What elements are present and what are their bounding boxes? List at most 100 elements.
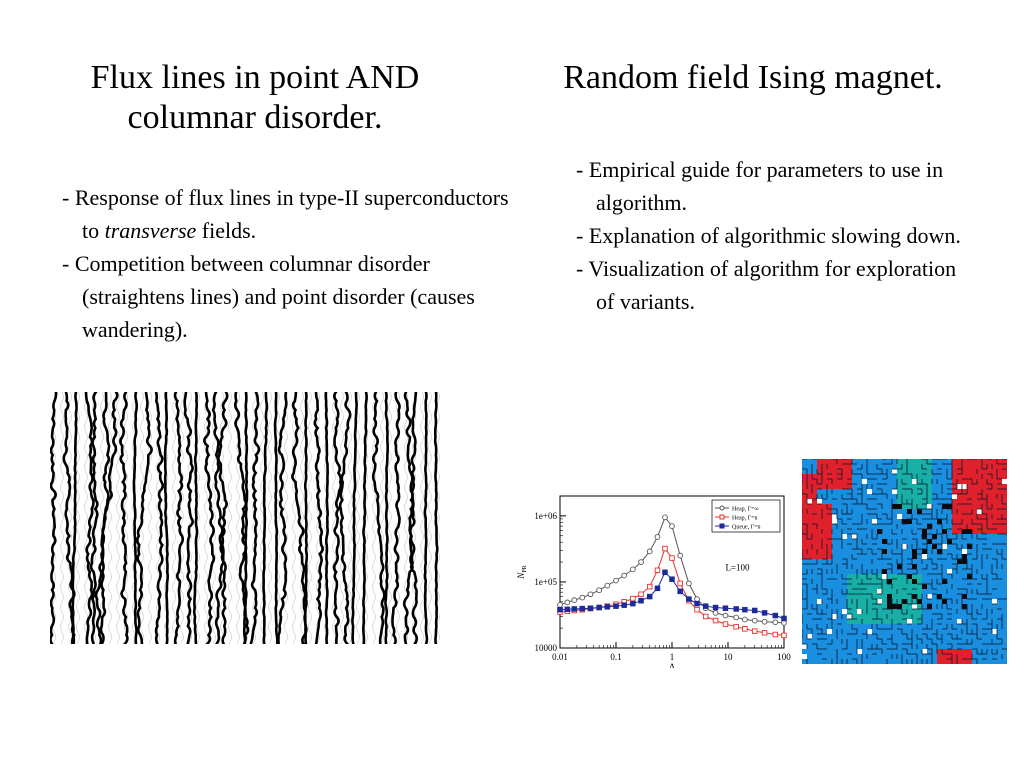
data-point [761, 610, 768, 616]
legend-marker [719, 505, 725, 511]
data-point [571, 597, 578, 604]
legend-label: Heap, Γ=∞ [732, 507, 759, 513]
y-tick-label: 1e+06 [534, 511, 557, 521]
data-point [557, 602, 563, 608]
data-point [751, 628, 758, 634]
x-axis-label: Δ [669, 662, 675, 668]
series-3 [557, 569, 787, 622]
flux-line [242, 392, 249, 644]
data-point [712, 617, 719, 624]
ising-cells [802, 459, 1007, 664]
data-point [694, 600, 700, 607]
data-point [646, 548, 653, 555]
data-point [654, 534, 661, 540]
data-point [646, 593, 653, 600]
x-tick-label: 10 [724, 652, 734, 662]
data-point [686, 596, 692, 602]
flux-line [119, 392, 129, 644]
flux-line [211, 392, 227, 644]
flux-line [50, 392, 58, 644]
data-point [596, 587, 602, 594]
left-bullet-2: - Competition between columnar disorder … [62, 251, 475, 342]
data-point [742, 626, 748, 632]
flux-lines-figure [50, 392, 445, 644]
y-tick-label: 1e+05 [534, 577, 557, 587]
flux-line [291, 392, 308, 644]
flux-line [233, 392, 250, 644]
data-point [638, 597, 644, 604]
ising-magnet-figure [802, 459, 1007, 664]
data-point [772, 631, 779, 638]
data-point [702, 603, 709, 609]
flux-line [214, 392, 229, 644]
right-title: Random field Ising magnet. [563, 59, 943, 96]
left-title-line2: columnar disorder. [127, 99, 383, 136]
data-point [638, 559, 644, 565]
data-point [751, 607, 758, 614]
data-point [621, 572, 628, 579]
data-point [630, 600, 636, 607]
data-point [630, 566, 636, 573]
left-bullet-1: - Response of flux lines in type-II supe… [62, 185, 509, 243]
ising-grid-lines [802, 459, 1007, 664]
data-point [772, 619, 779, 626]
data-point [733, 614, 740, 621]
data-point [722, 605, 729, 611]
left-title-line1: Flux lines in point AND [90, 59, 420, 96]
x-tick-label: 0.01 [552, 652, 568, 662]
data-point [677, 580, 683, 587]
data-point [761, 630, 768, 636]
flux-line [277, 392, 288, 644]
flux-line [338, 392, 352, 644]
right-bullet-list: - Empirical guide for parameters to use … [574, 153, 964, 318]
data-point [733, 623, 739, 630]
left-title: Flux lines in point AND columnar disorde… [40, 58, 470, 138]
flux-line [303, 392, 309, 644]
flux-line [362, 392, 368, 644]
data-point [781, 615, 787, 622]
flux-line [163, 392, 169, 644]
data-point [613, 577, 619, 584]
data-point [564, 599, 571, 606]
flux-line [99, 392, 119, 644]
data-point [662, 545, 668, 552]
data-point [557, 606, 563, 613]
data-point [613, 603, 619, 609]
data-point [722, 621, 729, 627]
data-point [761, 618, 768, 625]
data-point [772, 612, 779, 619]
x-tick-label: 1 [670, 652, 675, 662]
data-point [654, 585, 661, 592]
legend-marker [719, 514, 725, 520]
data-point [646, 583, 653, 590]
data-point [587, 605, 594, 611]
data-point [751, 617, 758, 624]
y-tick-label: 10000 [535, 643, 558, 653]
flux-line [384, 392, 390, 644]
flux-line [351, 392, 358, 644]
data-point [686, 580, 692, 587]
data-point [638, 591, 644, 598]
flux-line [332, 392, 343, 644]
right-bullet-1: - Empirical guide for parameters to use … [576, 157, 944, 215]
flux-line [391, 392, 401, 644]
data-point [579, 594, 586, 601]
data-point [604, 604, 611, 610]
flux-line [249, 392, 261, 644]
flux-line [154, 392, 165, 644]
data-point [733, 606, 739, 612]
right-bullet-2: - Explanation of algorithmic slowing dow… [576, 223, 961, 248]
flux-line [402, 392, 418, 644]
flux-lines [50, 392, 439, 644]
data-point [677, 588, 683, 595]
chart-figure: 0.01 0.1 1 10 100 10000 1e+05 1e+06 Δ NPR L=100 Hea… [516, 495, 791, 668]
data-point [669, 576, 675, 582]
right-bullet-3: - Visualization of algorithm for explora… [576, 256, 957, 314]
flux-line [183, 392, 194, 644]
flux-line [89, 392, 99, 644]
data-point [579, 605, 586, 612]
flux-lattice [52, 392, 440, 644]
data-point [604, 582, 611, 589]
data-point [621, 602, 627, 608]
data-point [662, 514, 668, 521]
